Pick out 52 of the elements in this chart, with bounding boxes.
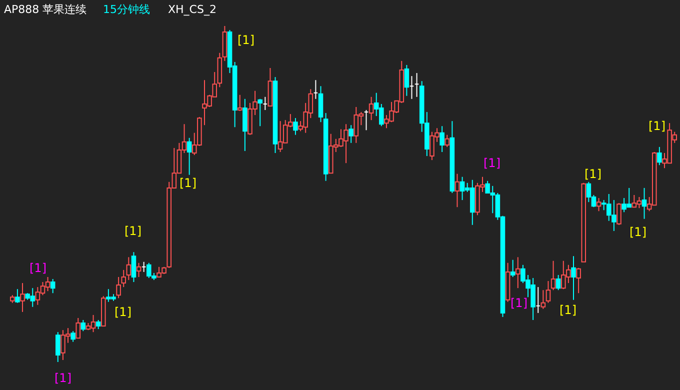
annotation: [1]	[584, 167, 602, 181]
annotation: [1]	[648, 119, 666, 133]
candlestick	[550, 260, 556, 291]
candlestick	[444, 134, 450, 148]
candlestick	[657, 146, 662, 166]
annotation: [1]	[30, 261, 46, 275]
annotation: [1]	[238, 33, 254, 47]
annotation: [1]	[630, 225, 646, 239]
candlestick	[556, 274, 561, 291]
text: XH_CS_2	[168, 3, 216, 16]
candlestick	[96, 320, 101, 330]
candlestick	[576, 267, 581, 294]
candlestick	[70, 330, 76, 342]
candlestick	[258, 98, 262, 127]
annotation: [1]	[510, 296, 528, 310]
candlestick	[80, 320, 86, 332]
candlestick	[121, 269, 126, 288]
candlestick	[293, 118, 298, 136]
text: [1]	[54, 371, 72, 385]
candlestick	[510, 259, 516, 278]
candlestick	[242, 98, 248, 152]
candlestick	[56, 332, 60, 362]
candlestick	[440, 126, 444, 152]
candlestick	[616, 202, 622, 226]
candlestick	[404, 64, 410, 96]
annotation: [1]	[484, 156, 500, 170]
candlestick	[186, 137, 192, 176]
candlestick	[15, 288, 20, 304]
chart-title: AP888 苹果连续	[4, 3, 87, 16]
annotation: [1]	[124, 224, 142, 238]
candlestick	[516, 256, 520, 289]
candlestick	[454, 173, 460, 208]
candlestick	[76, 317, 81, 339]
candlestick	[318, 86, 324, 123]
candlestick	[642, 187, 647, 220]
candlestick	[540, 290, 546, 310]
candlestick	[20, 282, 25, 312]
candlestick	[348, 124, 354, 144]
annotation: [1]	[180, 176, 196, 190]
candlestick	[126, 256, 132, 281]
annotation: [1]	[560, 303, 576, 317]
annotation: [1]	[114, 305, 132, 319]
chart-subtitle: 15分钟线	[103, 3, 150, 16]
candlestick	[368, 96, 374, 121]
candlestick	[136, 262, 142, 278]
candlestick	[131, 252, 136, 283]
candlestick	[237, 94, 242, 112]
candlestick	[596, 198, 602, 212]
candlestick	[546, 280, 551, 304]
candlestick	[571, 256, 576, 300]
candlestick	[50, 278, 56, 294]
candlestick	[116, 276, 121, 299]
